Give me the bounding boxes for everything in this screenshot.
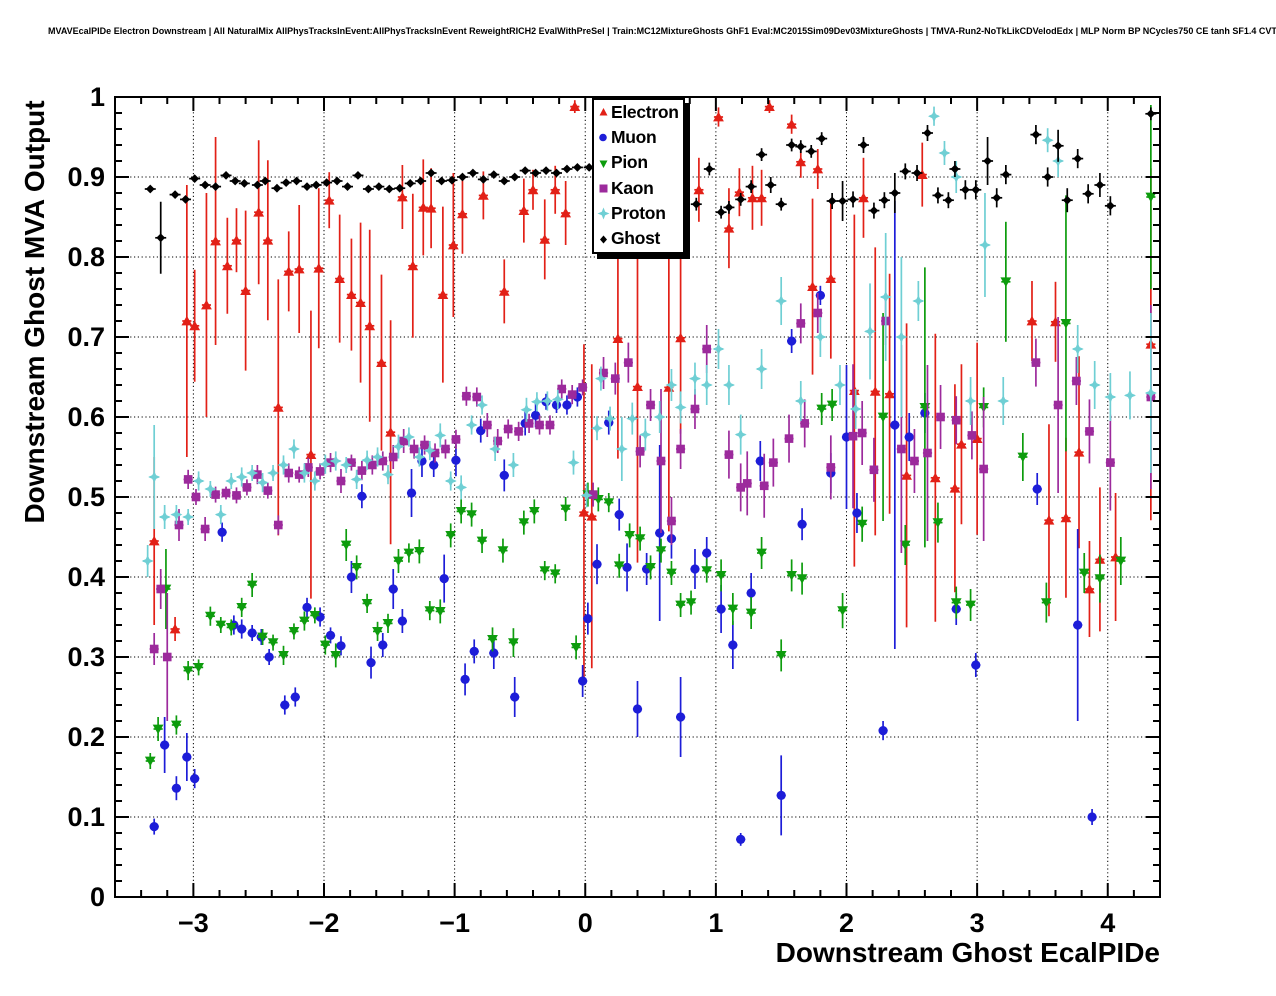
legend-label-ghost: Ghost <box>611 228 661 249</box>
y-tick-label: 0.1 <box>67 802 105 832</box>
kaon-square-icon <box>599 184 608 193</box>
muon-circle-icon <box>599 134 607 142</box>
legend-label-pion: Pion <box>611 152 648 173</box>
series-pion <box>144 105 1157 769</box>
y-tick-label: 0.9 <box>67 162 105 192</box>
y-tick-label: 0.6 <box>67 402 105 432</box>
x-tick-label: 2 <box>839 908 854 938</box>
x-tick-label: −1 <box>439 908 470 938</box>
x-tick-label: 3 <box>970 908 985 938</box>
series-proton <box>141 106 1157 577</box>
x-tick-label: −2 <box>309 908 340 938</box>
legend-item-pion: Pion <box>594 151 683 176</box>
y-tick-label: 0.3 <box>67 642 105 672</box>
ghost-diamond-icon <box>600 235 607 244</box>
legend-label-electron: Electron <box>611 101 679 122</box>
proton-star-icon <box>597 207 610 220</box>
pion-triangle-down-icon <box>599 160 608 168</box>
y-tick-label: 0.4 <box>67 562 105 592</box>
x-tick-label: 4 <box>1100 908 1115 938</box>
x-tick-label: 0 <box>578 908 593 938</box>
legend-label-muon: Muon <box>611 127 657 148</box>
series-ghost <box>144 107 1157 274</box>
y-tick-label: 1 <box>90 82 105 112</box>
legend-label-proton: Proton <box>611 203 666 224</box>
grid-lines <box>115 97 1160 897</box>
legend-item-muon: Muon <box>594 125 683 150</box>
plot-title: MVAVEcalPIDe Electron Downstream | All N… <box>48 26 1276 36</box>
legend-item-electron: Electron <box>594 100 683 125</box>
legend-item-proton: Proton <box>594 201 683 226</box>
legend-label-kaon: Kaon <box>611 177 654 198</box>
axes-and-ticks: −3 −2 −1 0 1 2 3 4 0 0.1 0.2 0.3 0.4 0.5 0.6 0.7 0.8 0.9 1 <box>67 82 1161 938</box>
legend-item-kaon: Kaon <box>594 176 683 201</box>
electron-triangle-icon <box>599 108 608 116</box>
y-tick-label: 0.2 <box>67 722 105 752</box>
x-tick-label: −3 <box>178 908 209 938</box>
data-points-layer <box>141 100 1157 846</box>
y-tick-label: 0 <box>90 882 105 912</box>
y-tick-label: 0.7 <box>67 322 105 352</box>
legend: Electron Muon Pion Kaon Proton Ghost <box>592 98 685 254</box>
y-axis-title: Downstream Ghost MVA Output <box>19 100 50 523</box>
y-tick-label: 0.8 <box>67 242 105 272</box>
y-tick-label: 0.5 <box>67 482 105 512</box>
legend-item-ghost: Ghost <box>594 226 683 251</box>
x-axis-title: Downstream Ghost EcalPIDe <box>776 937 1160 968</box>
x-tick-label: 1 <box>708 908 723 938</box>
